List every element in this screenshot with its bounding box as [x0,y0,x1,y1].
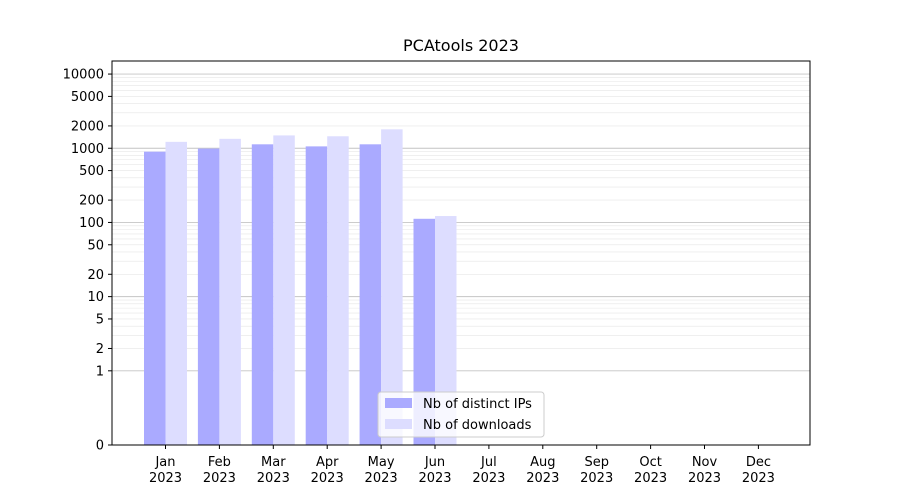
legend-swatch-downloads [385,419,412,429]
y-tick-label: 50 [87,238,104,253]
x-axis: Jan2023Feb2023Mar2023Apr2023May2023Jun20… [149,445,775,486]
chart-title: PCAtools 2023 [403,36,519,55]
y-tick-label: 100 [79,216,104,231]
plot-frame [111,60,811,446]
x-tick-label-month: Sep [584,455,609,470]
bar-distinct-ips [144,151,166,445]
x-tick-label-year: 2023 [203,471,236,486]
y-tick-label: 10000 [63,68,104,83]
legend-label-ips: Nb of distinct IPs [423,397,532,412]
bars [144,129,457,446]
x-tick-label-year: 2023 [418,471,451,486]
x-tick-label-year: 2023 [472,471,505,486]
y-tick-label: 1 [96,364,104,379]
bar-downloads [435,216,457,445]
legend-box [377,391,545,438]
legend: Nb of distinct IPs Nb of downloads [377,391,545,438]
y-tick-label: 5000 [71,90,104,105]
y-tick-label: 10 [87,290,104,305]
y-tick-label: 5 [96,312,104,327]
bar-distinct-ips [197,148,220,445]
bar-downloads [381,129,403,445]
x-tick-label-year: 2023 [580,471,613,486]
y-tick-label: 200 [79,194,104,209]
y-tick-label: 500 [79,164,104,179]
y-tick-label: 2 [96,342,104,357]
x-tick-label-year: 2023 [365,471,398,486]
legend-swatch-ips [385,398,412,408]
x-tick-label-year: 2023 [311,471,344,486]
x-tick-label-month: Oct [639,455,661,470]
legend-label-downloads: Nb of downloads [423,418,532,433]
y-tick-label: 0 [96,439,104,454]
bar-distinct-ips [305,146,328,446]
bar-downloads [273,135,295,445]
x-tick-label-month: Aug [530,455,555,470]
bar-downloads [219,138,241,446]
bar-downloads [327,136,349,445]
x-tick-label-year: 2023 [149,471,182,486]
x-tick-label-month: Nov [692,455,718,470]
x-tick-label-month: Dec [746,455,771,470]
y-tick-label: 1000 [71,142,104,157]
bar-downloads [165,141,187,445]
x-tick-label-year: 2023 [742,471,775,486]
bar-distinct-ips [251,144,274,445]
bar-distinct-ips [359,144,382,445]
x-tick-label-month: May [368,455,395,470]
bar-distinct-ips [413,218,435,445]
x-tick-label-year: 2023 [634,471,667,486]
x-tick-label-month: Mar [261,455,286,470]
y-tick-label: 2000 [71,119,104,134]
x-tick-label-month: Jul [480,455,497,470]
x-tick-label-month: Feb [208,455,231,470]
y-tick-label: 20 [87,268,104,283]
x-tick-label-month: Jan [154,455,175,470]
x-tick-label-month: Jun [424,455,445,470]
x-tick-label-year: 2023 [526,471,559,486]
x-tick-label-month: Apr [316,455,339,470]
x-tick-label-year: 2023 [688,471,721,486]
x-tick-label-year: 2023 [257,471,290,486]
y-axis: 0 1 2 5 10 20 50 100 200 500 1000 2000 5000 10000 [63,68,112,454]
